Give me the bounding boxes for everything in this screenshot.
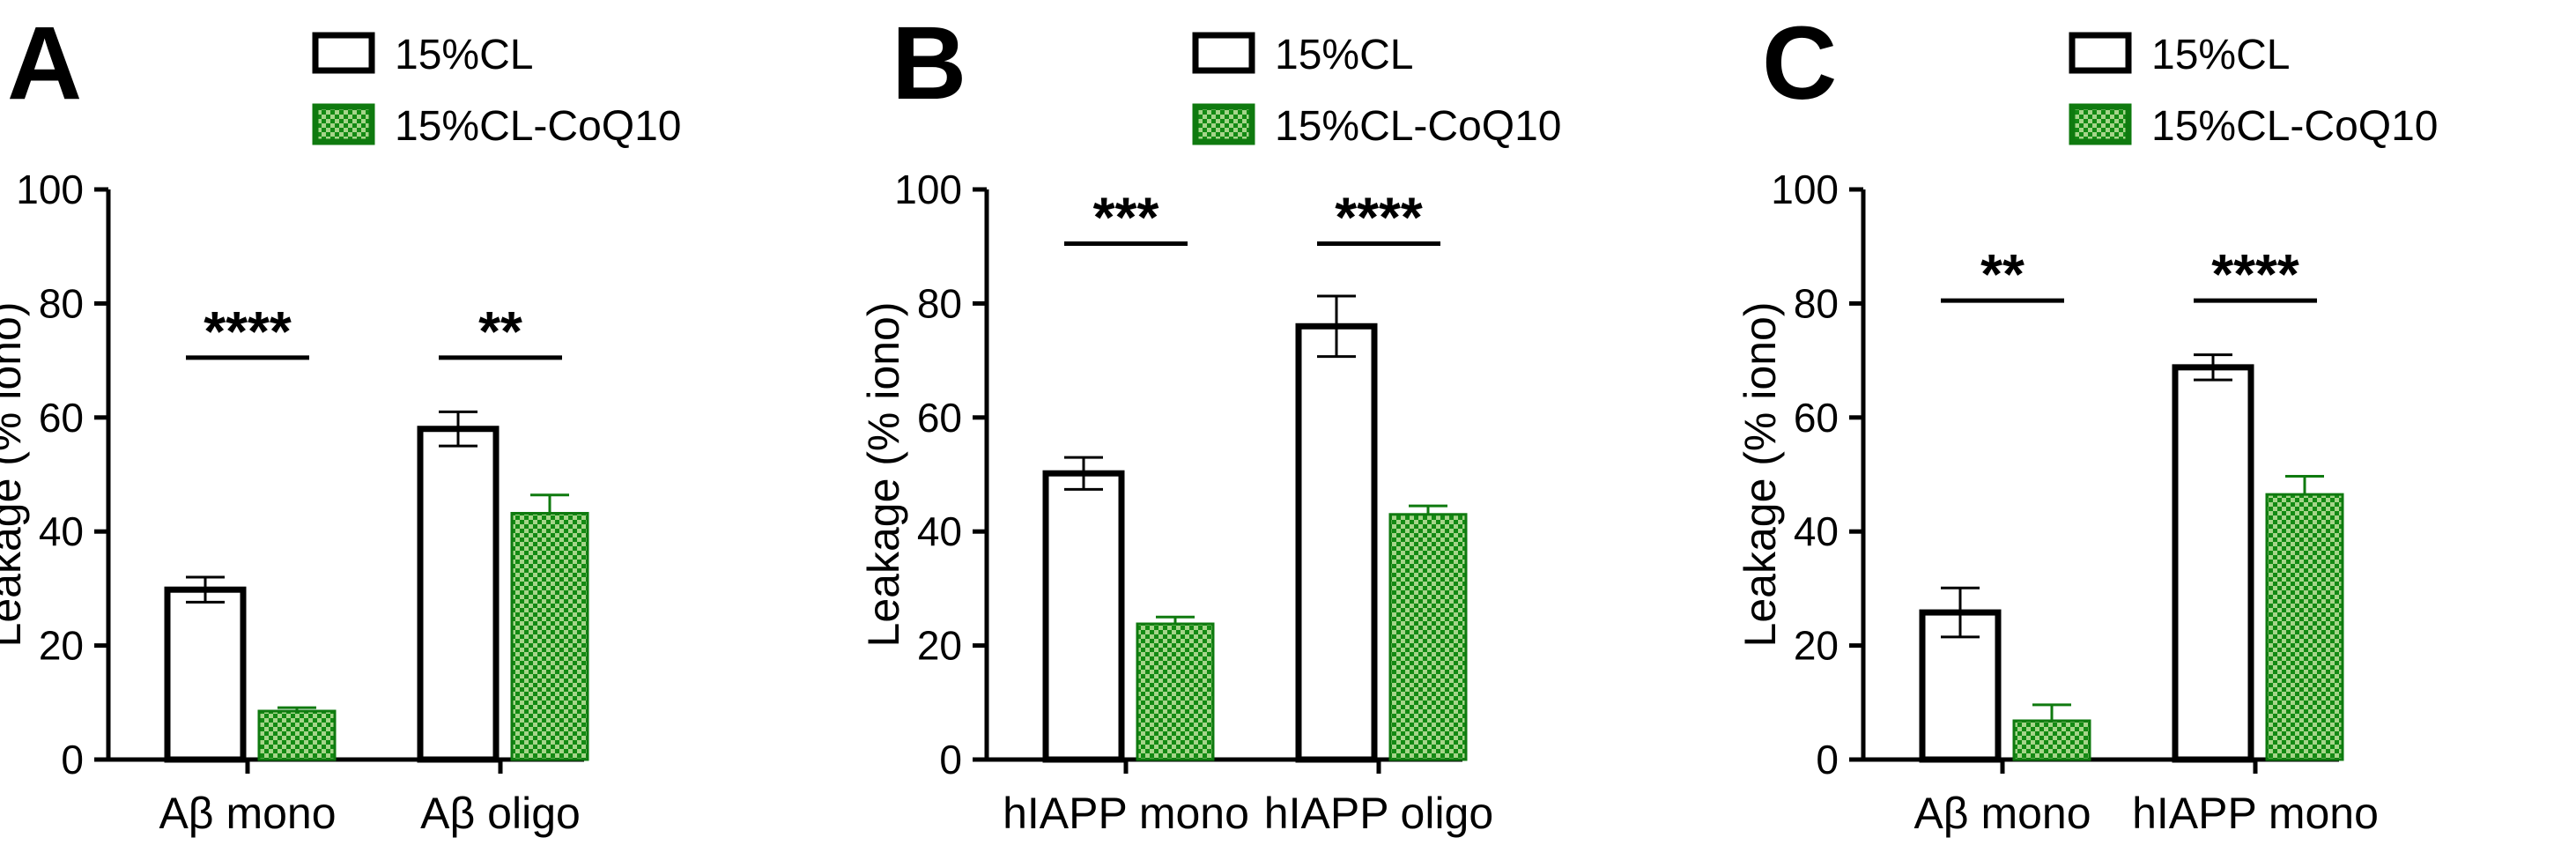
y-tick-label: 40 (917, 508, 962, 554)
legend-label: 15%CL-CoQ10 (1275, 103, 1562, 150)
y-tick-label: 60 (917, 395, 962, 441)
significance-stars: ** (1980, 242, 2025, 306)
legend-label: 15%CL (395, 32, 533, 78)
y-tick-label: 80 (1794, 280, 1839, 326)
y-tick-label: 20 (1794, 623, 1839, 669)
y-tick-label: 40 (1794, 508, 1839, 554)
legend-swatch (1192, 103, 1255, 145)
y-tick-label: 100 (1771, 167, 1839, 212)
y-tick-label: 60 (39, 395, 84, 441)
legend-swatch (312, 103, 375, 145)
y-tick-label: 100 (894, 167, 962, 212)
y-tick-label: 40 (39, 508, 84, 554)
y-tick-label: 0 (1816, 737, 1839, 782)
panel-label: B (892, 5, 966, 122)
panel-label: A (7, 5, 82, 122)
legend-swatch (312, 32, 375, 74)
significance-stars: **** (2211, 242, 2299, 306)
bar-cl (1295, 322, 1378, 763)
x-tick-label: hIAPP mono (2132, 789, 2379, 838)
x-tick-label: Aβ mono (159, 789, 336, 838)
y-axis-label: Leakage (% iono) (859, 302, 908, 648)
y-tick-label: 20 (39, 623, 84, 669)
y-tick-label: 20 (917, 623, 962, 669)
x-tick-label: hIAPP oligo (1264, 789, 1493, 838)
bar-cl (417, 426, 500, 763)
chart-panel-c: C 15%CL 15%CL-CoQ10 0 20 40 60 80 100 Leakage (% … (1736, 5, 2439, 838)
legend-label: 15%CL-CoQ10 (395, 103, 682, 150)
x-tick-label: Aβ mono (1913, 789, 2091, 838)
significance-stars: **** (1335, 185, 1423, 248)
bar-cl (164, 586, 247, 763)
legend-swatch (2069, 32, 2132, 74)
y-axis-label: Leakage (% iono) (1736, 302, 1785, 648)
bar-cl-coq10 (1388, 513, 1468, 761)
bar-cl-coq10 (510, 511, 589, 761)
chart-panel-b: B 15%CL 15%CL-CoQ10 0 20 40 60 80 100 Leakage (% … (859, 5, 1562, 838)
legend-label: 15%CL (2151, 32, 2290, 78)
y-tick-label: 0 (939, 737, 962, 782)
panel-label: C (1762, 5, 1837, 122)
bar-cl-coq10 (1136, 622, 1215, 761)
y-tick-label: 80 (39, 280, 84, 326)
bar-cl (1042, 470, 1125, 763)
significance-stars: **** (204, 300, 292, 363)
significance-stars: ** (478, 300, 522, 363)
y-axis-label: Leakage (% iono) (0, 302, 30, 648)
bar-cl-coq10 (2265, 493, 2344, 761)
legend-swatch (1192, 32, 1255, 74)
legend-label: 15%CL (1275, 32, 1413, 78)
y-tick-label: 100 (16, 167, 84, 212)
legend-label: 15%CL-CoQ10 (2151, 103, 2439, 150)
chart-panel-a: A 15%CL 15%CL-CoQ10 0 20 40 60 80 100 Leakage (% … (0, 5, 682, 838)
bar-cl (2172, 364, 2254, 763)
x-tick-label: Aβ oligo (420, 789, 581, 838)
bar-cl-coq10 (257, 709, 337, 761)
bar-cl-coq10 (2012, 719, 2091, 761)
y-tick-label: 80 (917, 280, 962, 326)
y-tick-label: 0 (61, 737, 84, 782)
y-tick-label: 60 (1794, 395, 1839, 441)
x-tick-label: hIAPP mono (1003, 789, 1249, 838)
legend-swatch (2069, 103, 2132, 145)
significance-stars: *** (1093, 185, 1159, 248)
